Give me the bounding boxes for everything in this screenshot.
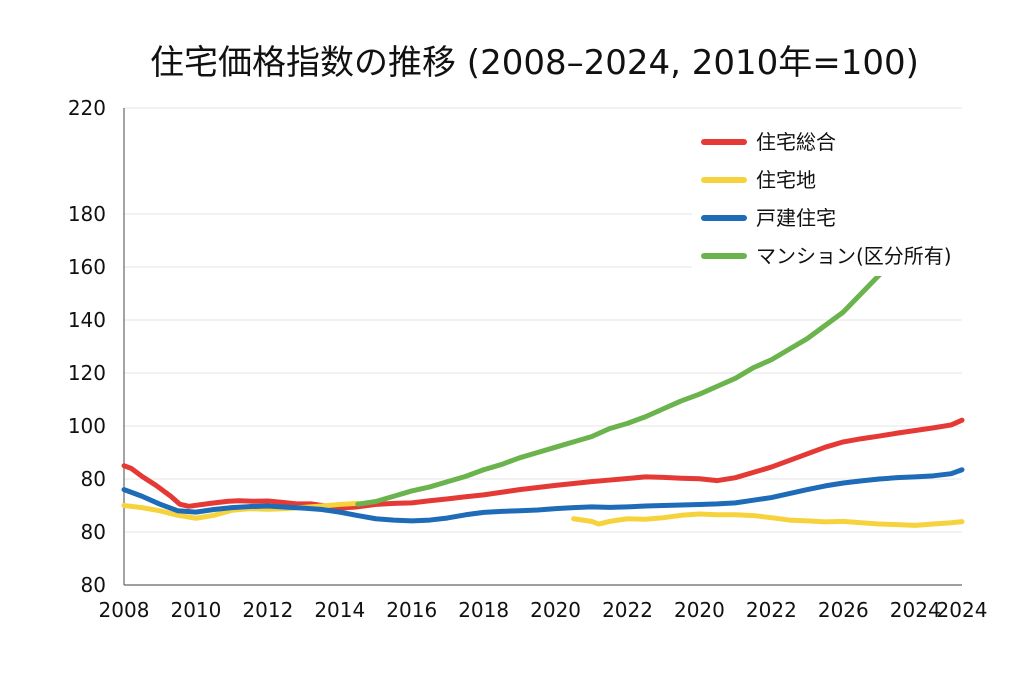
x-tick-label: 2022 [602,598,653,622]
x-tick-label: 2018 [458,598,509,622]
x-tick-label: 2010 [170,598,221,622]
x-tick-label: 2026 [818,598,869,622]
y-tick-label: 220 [68,96,106,120]
legend-label: 戸建住宅 [756,206,836,230]
series-line [571,511,965,528]
series-line [355,190,965,507]
x-tick-label: 2016 [386,598,437,622]
y-tick-label: 180 [68,202,106,226]
axes: 80 80 80 100 120 140 160 180 220 2008 2010 2012 2014… [68,96,988,622]
legend-label: 住宅総合 [756,130,836,154]
legend-label: 住宅地 [756,168,816,192]
x-tick-label: 2008 [99,598,150,622]
y-tick-label: 140 [68,308,106,332]
y-tick-label: 80 [81,520,106,544]
chart-title: 住宅価格指数の推移 (2008–2024, 2010年=100) [150,43,919,83]
y-tick-label: 160 [68,255,106,279]
y-tick-label: 80 [81,573,106,597]
grid [124,107,962,586]
y-tick-label: 100 [68,414,106,438]
x-tick-label: 2012 [242,598,293,622]
series [121,190,965,528]
y-tick-label: 120 [68,361,106,385]
x-tick-label: 2020 [674,598,725,622]
x-tick-label: 2024 [890,598,941,622]
x-tick-label: 2014 [314,598,365,622]
series-line [121,467,965,524]
x-tick-label: 2022 [746,598,797,622]
x-tick-label: 2020 [530,598,581,622]
legend-label: マンション(区分所有) [756,244,952,268]
y-tick-label: 80 [81,467,106,491]
series-line [121,417,965,511]
x-tick-label: 2024 [937,598,988,622]
